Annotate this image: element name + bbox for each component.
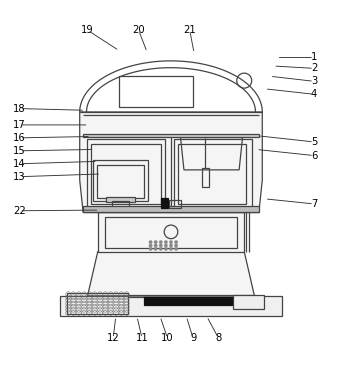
Polygon shape bbox=[88, 252, 254, 296]
Circle shape bbox=[154, 240, 157, 244]
Text: 13: 13 bbox=[13, 172, 26, 182]
Circle shape bbox=[169, 244, 173, 247]
Text: 11: 11 bbox=[136, 334, 148, 344]
Bar bbox=[119, 76, 194, 106]
Bar bbox=[233, 295, 264, 309]
Text: 6: 6 bbox=[311, 150, 317, 161]
Text: 3: 3 bbox=[311, 76, 317, 86]
Polygon shape bbox=[80, 112, 262, 212]
Bar bbox=[87, 139, 165, 207]
Text: 16: 16 bbox=[13, 133, 26, 143]
Circle shape bbox=[149, 244, 152, 247]
Bar bbox=[67, 293, 128, 314]
Text: 18: 18 bbox=[13, 103, 26, 113]
Text: 4: 4 bbox=[311, 89, 317, 99]
Circle shape bbox=[159, 247, 162, 251]
Circle shape bbox=[169, 240, 173, 244]
Circle shape bbox=[164, 247, 168, 251]
Circle shape bbox=[164, 244, 168, 247]
Circle shape bbox=[164, 240, 168, 244]
Circle shape bbox=[169, 247, 173, 251]
Text: 5: 5 bbox=[311, 137, 317, 147]
Bar bbox=[113, 201, 129, 207]
Text: 1: 1 bbox=[311, 52, 317, 62]
Circle shape bbox=[159, 244, 162, 247]
Text: 2: 2 bbox=[311, 63, 317, 73]
Bar bbox=[83, 134, 259, 137]
Bar bbox=[144, 297, 232, 305]
Bar bbox=[60, 296, 282, 316]
Circle shape bbox=[154, 244, 157, 247]
Circle shape bbox=[149, 247, 152, 251]
Circle shape bbox=[159, 240, 162, 244]
Text: 17: 17 bbox=[13, 120, 26, 130]
Text: 10: 10 bbox=[161, 334, 174, 344]
Text: 15: 15 bbox=[13, 146, 26, 156]
Bar bbox=[202, 168, 209, 187]
Text: 20: 20 bbox=[132, 25, 145, 35]
Text: 9: 9 bbox=[190, 334, 196, 344]
Text: 8: 8 bbox=[215, 334, 222, 344]
Bar bbox=[178, 144, 246, 204]
Circle shape bbox=[149, 240, 152, 244]
Bar bbox=[169, 200, 181, 208]
Text: 7: 7 bbox=[311, 199, 317, 209]
Circle shape bbox=[174, 240, 178, 244]
Circle shape bbox=[174, 244, 178, 247]
Text: 12: 12 bbox=[107, 334, 119, 344]
Bar bbox=[105, 217, 237, 247]
Bar bbox=[98, 212, 244, 252]
Bar bbox=[83, 206, 259, 212]
Bar bbox=[91, 144, 161, 204]
Bar bbox=[106, 197, 135, 202]
Text: 14: 14 bbox=[13, 159, 26, 169]
Text: 21: 21 bbox=[183, 25, 196, 35]
Bar bbox=[174, 139, 252, 207]
Circle shape bbox=[154, 247, 157, 251]
Bar bbox=[161, 198, 168, 208]
Text: 19: 19 bbox=[81, 25, 94, 35]
Text: 22: 22 bbox=[13, 206, 26, 216]
Circle shape bbox=[174, 247, 178, 251]
Bar bbox=[93, 160, 148, 201]
Bar bbox=[97, 166, 144, 198]
Polygon shape bbox=[129, 295, 254, 297]
